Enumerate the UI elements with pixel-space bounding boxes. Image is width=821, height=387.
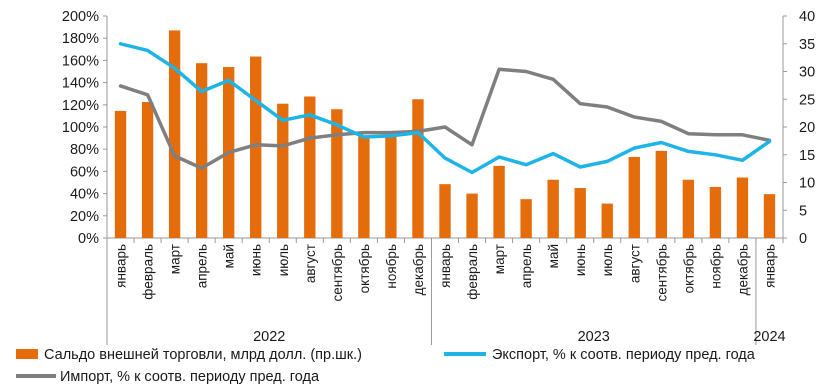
bar	[736, 177, 749, 238]
x-category-label: июнь	[249, 244, 264, 276]
x-category-label: октябрь	[357, 244, 372, 293]
x-category-label: декабрь	[735, 244, 750, 295]
x-category-label: февраль	[465, 244, 480, 300]
x-category-label: март	[168, 244, 183, 274]
legend-label-balance: Сальдо внешней торговли, млрд долл. (пр.…	[44, 347, 362, 363]
x-category-label: январь	[114, 244, 129, 288]
x-category-label: июль	[600, 244, 615, 276]
bar	[628, 156, 640, 238]
bar	[709, 186, 722, 238]
y-left-tick-label: 200%	[62, 9, 99, 25]
bar	[520, 199, 532, 238]
y-left-tick-label: 80%	[70, 142, 99, 158]
x-category-label: апрель	[519, 244, 534, 288]
x-category-label: май	[546, 244, 561, 268]
x-category-label: июнь	[573, 244, 588, 276]
y-right-tick-label: 5	[799, 203, 807, 219]
bar	[385, 135, 397, 238]
x-category-label: апрель	[195, 244, 210, 288]
bar	[331, 109, 343, 239]
year-label: 2024	[753, 329, 785, 345]
x-labels-layer: январь февраль март апрель май июнь июль август…	[114, 244, 786, 345]
x-category-label: март	[492, 244, 507, 274]
bar	[493, 165, 505, 238]
y-right-tick-label: 40	[799, 9, 815, 25]
x-category-label: июль	[276, 244, 291, 276]
x-category-label: август	[627, 244, 642, 283]
bar	[114, 110, 127, 238]
bar	[277, 103, 289, 238]
y-left-tick-label: 40%	[70, 187, 99, 203]
bar	[763, 194, 776, 238]
y-right-tick-label: 35	[799, 37, 815, 53]
y-right-tick-label: 0	[799, 231, 807, 247]
y-right-tick-label: 20	[799, 120, 815, 136]
bar	[168, 30, 181, 239]
legend-label-export: Экспорт, % к соотв. периоду пред. года	[492, 347, 756, 363]
y-right-tick-label: 30	[799, 65, 815, 81]
x-category-label: ноябрь	[384, 244, 399, 289]
bar	[141, 102, 154, 239]
x-category-label: январь	[762, 244, 777, 288]
year-label: 2022	[253, 329, 285, 345]
y-right-tick-label: 25	[799, 92, 815, 108]
y-left-tick-label: 0%	[78, 231, 99, 247]
legend: Сальдо внешней торговли, млрд долл. (пр.…	[16, 347, 756, 385]
bar	[439, 184, 451, 238]
x-category-label: январь	[438, 244, 453, 288]
y-left-tick-label: 60%	[70, 164, 99, 180]
y-left-tick-label: 140%	[62, 76, 99, 92]
bar-series-layer	[114, 30, 776, 239]
legend-label-import: Импорт, % к соотв. периоду пред. года	[60, 369, 320, 385]
year-label: 2023	[578, 329, 610, 345]
bar	[304, 96, 316, 238]
bar	[682, 179, 695, 238]
bar	[195, 63, 208, 238]
y-left-tick-label: 20%	[70, 209, 99, 225]
x-category-label: май	[222, 244, 237, 268]
y-left-tick-label: 120%	[62, 98, 99, 114]
y-left-tick-label: 180%	[62, 31, 99, 47]
y-right-tick-label: 15	[799, 148, 815, 164]
series-line	[118, 42, 772, 175]
x-category-label: ноябрь	[708, 244, 723, 289]
tick-labels-layer: 0% 20% 40% 60% 80% 100% 120% 140% 160% 180% 200% 0 5…	[62, 9, 815, 247]
bar	[655, 150, 667, 238]
bar	[574, 188, 586, 238]
bar	[358, 135, 370, 238]
bar	[601, 203, 613, 238]
y-right-tick-label: 10	[799, 176, 815, 192]
line-series-layer	[118, 42, 772, 175]
bar	[466, 193, 478, 238]
legend-swatch-balance	[16, 349, 38, 359]
x-category-label: сентябрь	[654, 244, 669, 301]
bar	[547, 179, 559, 238]
x-category-label: август	[303, 244, 318, 283]
bar	[250, 56, 262, 238]
bar	[412, 99, 424, 238]
x-category-label: сентябрь	[330, 244, 345, 301]
y-left-tick-label: 160%	[62, 53, 99, 69]
x-category-label: октябрь	[681, 244, 696, 293]
x-category-label: февраль	[141, 244, 156, 300]
y-left-tick-label: 100%	[62, 120, 99, 136]
x-category-label: декабрь	[411, 244, 426, 295]
